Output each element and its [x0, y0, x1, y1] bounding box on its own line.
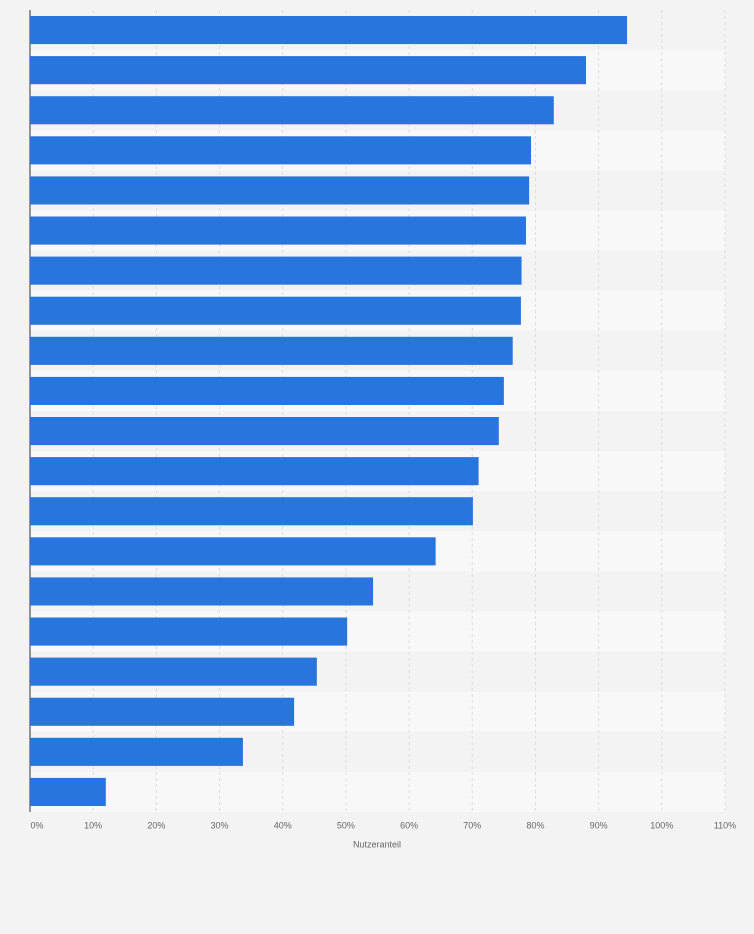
x-tick-label: 90%	[590, 820, 608, 830]
x-tick-label: 20%	[147, 820, 165, 830]
bar	[30, 16, 628, 45]
bar	[30, 657, 317, 686]
bar	[30, 96, 554, 125]
x-tick-label: 30%	[211, 820, 229, 830]
bar	[30, 537, 436, 566]
bar	[30, 376, 504, 405]
x-tick-label: 10%	[84, 820, 102, 830]
x-tick-label: 40%	[274, 820, 292, 830]
bar	[30, 417, 499, 446]
bar	[30, 497, 473, 526]
bar	[30, 296, 521, 325]
x-tick-label: 50%	[337, 820, 355, 830]
bar	[30, 176, 530, 205]
x-tick-label: 70%	[463, 820, 481, 830]
bar	[30, 457, 479, 486]
x-tick-label: 110%	[714, 820, 736, 830]
bar	[30, 577, 374, 606]
x-tick-label: 80%	[526, 820, 544, 830]
bar	[30, 256, 522, 285]
row-stripe	[30, 771, 725, 812]
bar	[30, 737, 243, 766]
bar	[30, 136, 532, 165]
x-tick-label: 0%	[30, 820, 43, 830]
x-axis-label: Nutzeranteil	[353, 839, 401, 849]
bar	[30, 56, 586, 85]
bar	[30, 216, 526, 245]
x-tick-label: 100%	[650, 820, 673, 830]
bar	[30, 617, 348, 646]
bar	[30, 697, 295, 726]
bar	[30, 777, 106, 806]
x-tick-label: 60%	[400, 820, 418, 830]
bar	[30, 336, 513, 365]
